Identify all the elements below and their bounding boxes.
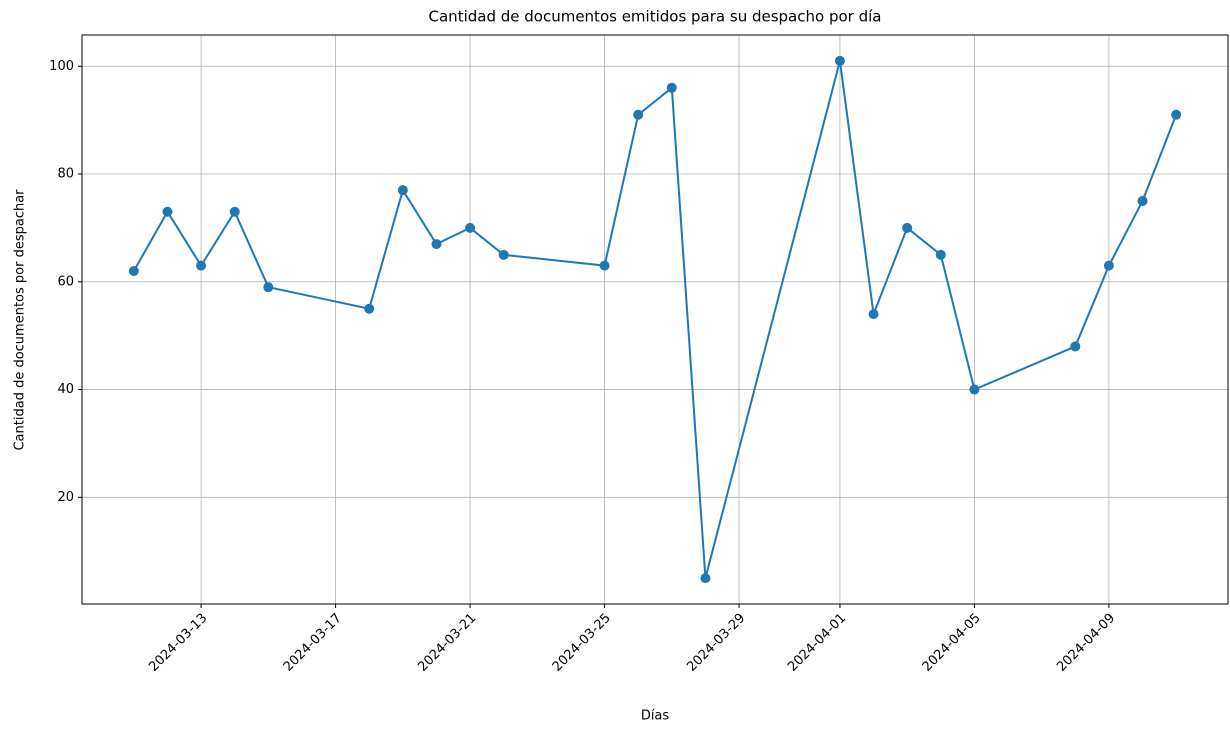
data-point: [229, 206, 240, 217]
data-point: [364, 303, 375, 314]
data-point: [902, 222, 913, 233]
data-point: [834, 55, 845, 66]
x-tick-label: 2024-03-17: [281, 611, 345, 675]
y-tick-label: 100: [49, 59, 74, 74]
data-point: [1070, 341, 1081, 352]
data-point: [599, 260, 610, 271]
x-tick-label: 2024-03-13: [146, 611, 210, 675]
data-point: [128, 266, 139, 277]
data-point: [498, 249, 509, 260]
data-point: [196, 260, 207, 271]
y-tick-label: 80: [57, 167, 74, 182]
data-point: [465, 222, 476, 233]
data-point: [969, 384, 980, 395]
data-point: [868, 309, 879, 320]
data-point: [633, 109, 644, 120]
data-point: [263, 282, 274, 293]
x-tick-label: 2024-03-21: [415, 611, 479, 675]
x-tick-label: 2024-04-01: [785, 611, 849, 675]
x-tick-label: 2024-04-05: [920, 611, 984, 675]
x-tick-label: 2024-03-25: [550, 611, 614, 675]
data-point: [666, 82, 677, 93]
chart-title: Cantidad de documentos emitidos para su …: [429, 8, 882, 26]
data-line: [132, 60, 1178, 579]
data-point: [1171, 109, 1182, 120]
plot-frame: [81, 34, 1229, 605]
data-point: [162, 206, 173, 217]
data-point: [700, 573, 711, 584]
y-tick-label: 20: [57, 490, 74, 505]
data-point: [397, 185, 408, 196]
data-point: [431, 239, 442, 250]
data-point: [1137, 195, 1148, 206]
data-point: [935, 249, 946, 260]
x-axis-label: Días: [641, 709, 670, 724]
y-tick-label: 40: [57, 382, 74, 397]
x-tick-label: 2024-04-09: [1054, 611, 1118, 675]
data-point: [1103, 260, 1114, 271]
y-tick-label: 60: [57, 274, 74, 289]
x-tick-label: 2024-03-29: [684, 611, 748, 675]
y-axis-label: Cantidad de documentos por despachar: [13, 189, 28, 451]
